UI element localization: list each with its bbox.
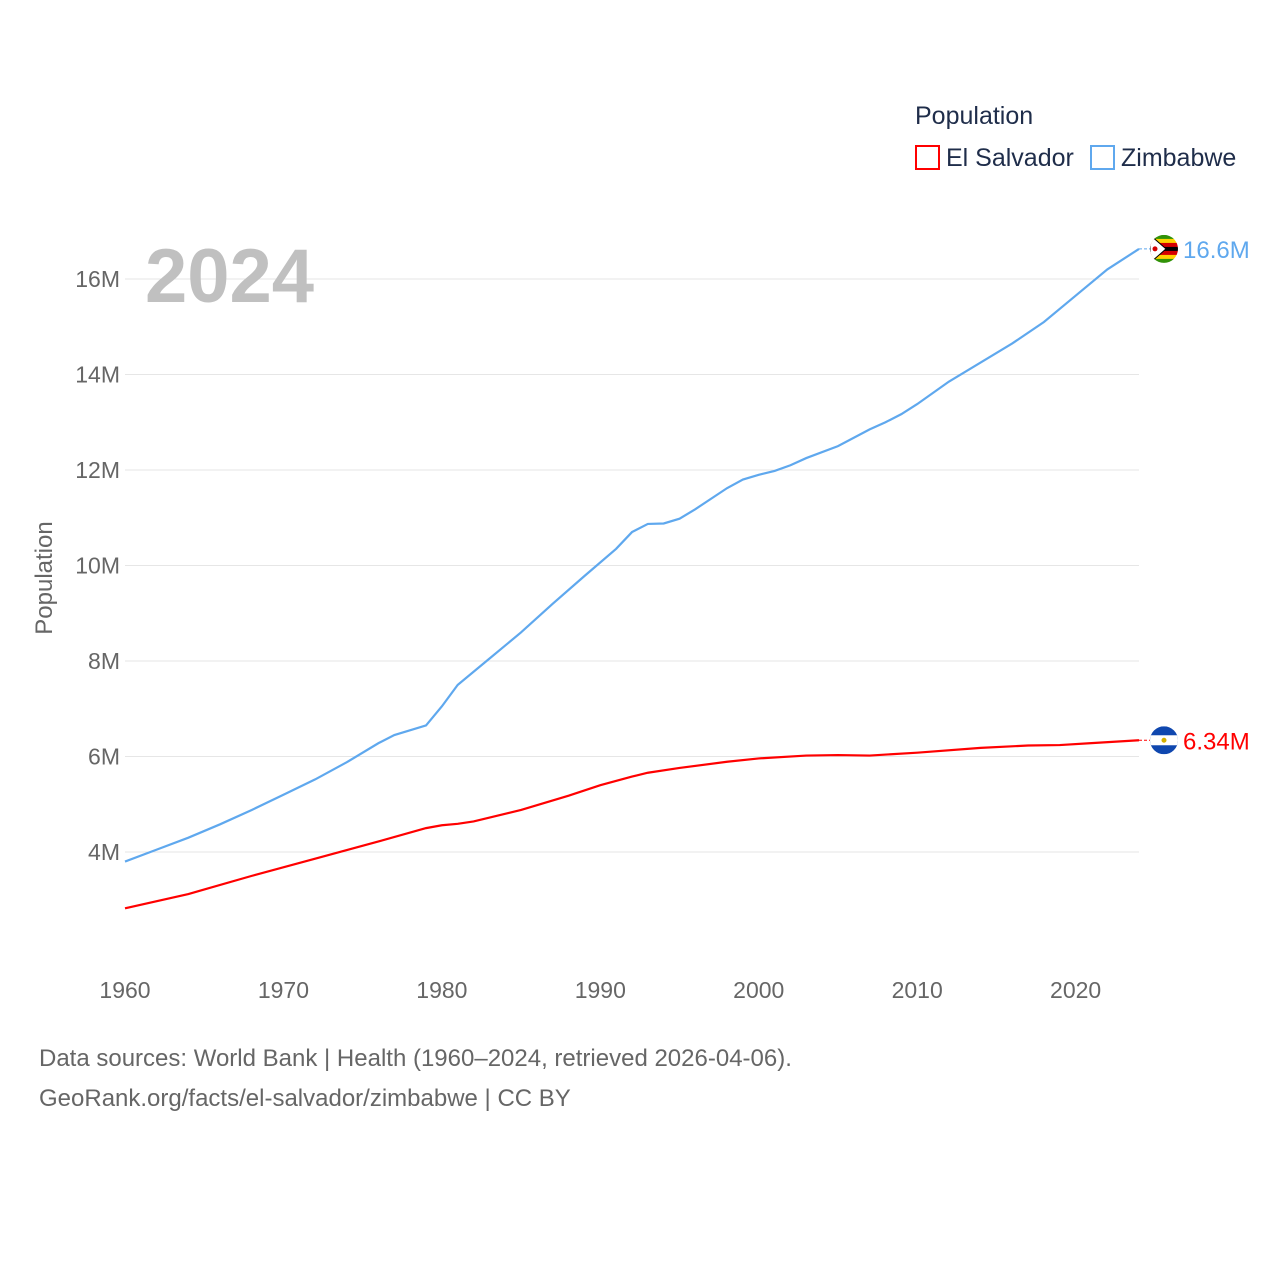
x-tick-label: 2000 [733,977,784,1003]
y-tick-label: 16M [75,266,120,292]
flag-emblem [1161,737,1167,743]
zimbabwe-flag-icon [1150,234,1178,263]
y-tick-label: 4M [88,839,120,865]
x-tick-label: 1960 [99,977,150,1003]
series-line-zimbabwe [124,247,1140,863]
y-tick-label: 10M [75,553,120,579]
x-tick-label: 1990 [575,977,626,1003]
flag-stripe [1150,234,1178,240]
flag-stripe [1150,238,1178,244]
y-tick-label: 6M [88,744,120,770]
end-value-label-el-salvador: 6.34M [1183,728,1250,755]
x-tick-label: 2010 [892,977,943,1003]
flag-triangle [1150,234,1167,263]
x-tick-label: 1980 [416,977,467,1003]
flag-stripe [1150,242,1178,248]
flag-star [1152,246,1158,252]
x-tick-label: 2020 [1050,977,1101,1003]
flag-body [1150,234,1178,263]
y-tick-label: 12M [75,457,120,483]
flag-stripe [1150,250,1178,256]
flag-stripe [1150,254,1178,260]
legend-label-zimbabwe: Zimbabwe [1121,144,1236,172]
year-label: 2024 [145,234,314,319]
flag-body [1150,726,1178,755]
legend-swatch-zimbabwe [1090,145,1115,170]
series-line-el-salvador [124,739,1140,910]
footer-link[interactable]: GeoRank.org/facts/el-salvador/zimbabwe |… [39,1085,571,1112]
el-salvador-flag-icon [1150,726,1178,755]
end-value-label-zimbabwe: 16.6M [1183,237,1250,264]
y-tick-label: 8M [88,648,120,674]
legend-swatch-el-salvador [915,145,940,170]
flag-stripe [1150,258,1178,263]
x-tick-label: 1970 [258,977,309,1003]
footer-sources: Data sources: World Bank | Health (1960–… [39,1045,792,1072]
legend-label-el-salvador: El Salvador [946,144,1074,172]
legend-title: Population [915,102,1033,130]
y-axis-label: Population [31,521,58,634]
y-tick-label: 14M [75,362,120,388]
